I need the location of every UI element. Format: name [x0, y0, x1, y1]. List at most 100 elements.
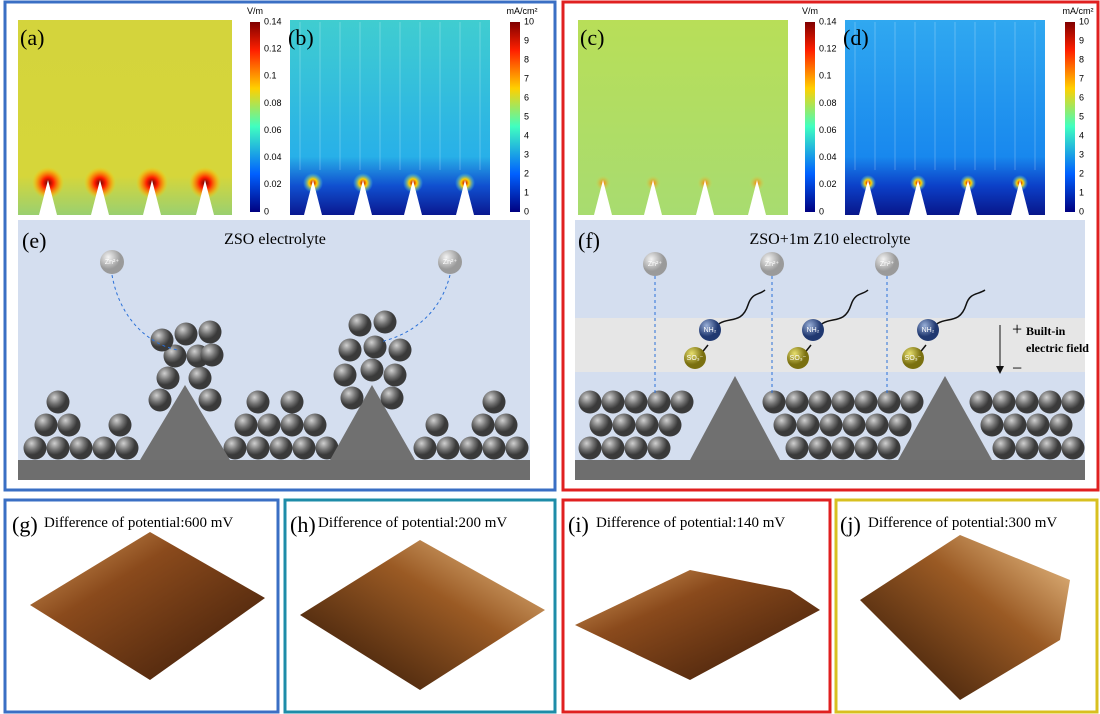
zinc-ball [201, 344, 224, 367]
figure: 0.140.120.10.080.060.040.020109876543210… [0, 0, 1100, 714]
substrate [575, 460, 1085, 480]
colorbar-tick: 6 [524, 92, 529, 102]
zinc-ball [281, 391, 304, 414]
colorbar-tick: 8 [524, 54, 529, 64]
panel-title: ZSO+1m Z10 electrolyte [750, 231, 911, 248]
zinc-ball [763, 391, 786, 414]
colorbar-tick: 0.04 [264, 152, 282, 162]
zinc-ball [659, 414, 682, 437]
ion-label: Zn²⁺ [443, 259, 458, 266]
panel-label: (g) [12, 512, 38, 537]
colorbar-tick: 0 [1079, 206, 1084, 216]
colorbar [805, 22, 815, 212]
zinc-ball [786, 391, 809, 414]
caption: Difference of potential:200 mV [318, 515, 507, 531]
zinc-ball [247, 437, 270, 460]
zinc-ball [426, 414, 449, 437]
ion-label: Zn²⁺ [648, 261, 663, 268]
colorbar [1065, 22, 1075, 212]
zinc-ball [235, 414, 258, 437]
zinc-ball [47, 391, 70, 414]
zinc-ball [1050, 414, 1073, 437]
zinc-ball [1039, 391, 1062, 414]
zinc-ball [579, 437, 602, 460]
colorbar-tick: 0.06 [264, 125, 282, 135]
zinc-ball [579, 391, 602, 414]
zinc-ball [199, 389, 222, 412]
zinc-ball [341, 387, 364, 410]
colorbar-tick: 2 [524, 168, 529, 178]
sulfonate-label: SO₃⁻ [905, 355, 922, 362]
zinc-ball [993, 391, 1016, 414]
colorbar-tick: 0.02 [264, 179, 282, 189]
amine-label: NH₂ [922, 327, 935, 334]
caption: Difference of potential:600 mV [44, 515, 233, 531]
amine-label: NH₂ [807, 327, 820, 334]
zinc-ball [472, 414, 495, 437]
colorbar-tick: 1 [1079, 187, 1084, 197]
zinc-ball [820, 414, 843, 437]
zinc-ball [349, 314, 372, 337]
zinc-ball [157, 367, 180, 390]
ion-label: Zn²⁺ [880, 261, 895, 268]
colorbar-tick: 0.06 [819, 125, 837, 135]
zinc-ball [671, 391, 694, 414]
colorbar-tick: 0.12 [819, 44, 837, 54]
colorbar-tick: 5 [1079, 111, 1084, 121]
zinc-ball [878, 437, 901, 460]
panel-label: (i) [568, 512, 589, 537]
zinc-ball [636, 414, 659, 437]
colorbar-tick: 0.1 [264, 71, 277, 81]
afm-surface [860, 535, 1070, 700]
colorbar-tick: 3 [524, 149, 529, 159]
colorbar-tick: 1 [524, 187, 529, 197]
zinc-ball [866, 414, 889, 437]
colorbar-tick: 0.08 [819, 98, 837, 108]
zinc-ball [389, 339, 412, 362]
colorbar-tick: 0.02 [819, 179, 837, 189]
zinc-ball [109, 414, 132, 437]
caption: Difference of potential:140 mV [596, 515, 785, 531]
panel-label: (b) [288, 25, 314, 50]
zinc-ball [832, 437, 855, 460]
zinc-ball [878, 391, 901, 414]
afm-surface [575, 570, 820, 680]
zinc-ball [24, 437, 47, 460]
caption: Difference of potential:300 mV [868, 515, 1057, 531]
zinc-ball [339, 339, 362, 362]
minus: − [1012, 358, 1022, 378]
zinc-ball [797, 414, 820, 437]
zinc-ball [1016, 437, 1039, 460]
substrate [18, 460, 530, 480]
zinc-ball [58, 414, 81, 437]
colorbar-tick: 7 [1079, 73, 1084, 83]
afm-surface [300, 540, 545, 690]
colorbar-tick: 0.1 [819, 71, 832, 81]
zinc-ball [901, 391, 924, 414]
colorbar-tick: 6 [1079, 92, 1084, 102]
colorbar [250, 22, 260, 212]
zinc-ball [648, 391, 671, 414]
unit: mA/cm² [1063, 6, 1094, 16]
colorbar-tick: 7 [524, 73, 529, 83]
zinc-ball [1016, 391, 1039, 414]
panel-label: (h) [290, 512, 316, 537]
zinc-ball [374, 311, 397, 334]
zinc-ball [70, 437, 93, 460]
ion-label: Zn²⁺ [765, 261, 780, 268]
zinc-ball [843, 414, 866, 437]
zinc-ball [495, 414, 518, 437]
zinc-ball [602, 391, 625, 414]
zinc-ball [304, 414, 327, 437]
panel-title: ZSO electrolyte [224, 231, 326, 248]
zinc-ball [625, 391, 648, 414]
zinc-ball [993, 437, 1016, 460]
colorbar-tick: 3 [1079, 149, 1084, 159]
zinc-ball [175, 323, 198, 346]
field-label: Built-in [1026, 324, 1066, 338]
panel-label: (d) [843, 25, 869, 50]
sulfonate-label: SO₃⁻ [687, 355, 704, 362]
unit: V/m [802, 6, 818, 16]
zinc-ball [460, 437, 483, 460]
zinc-ball [361, 359, 384, 382]
